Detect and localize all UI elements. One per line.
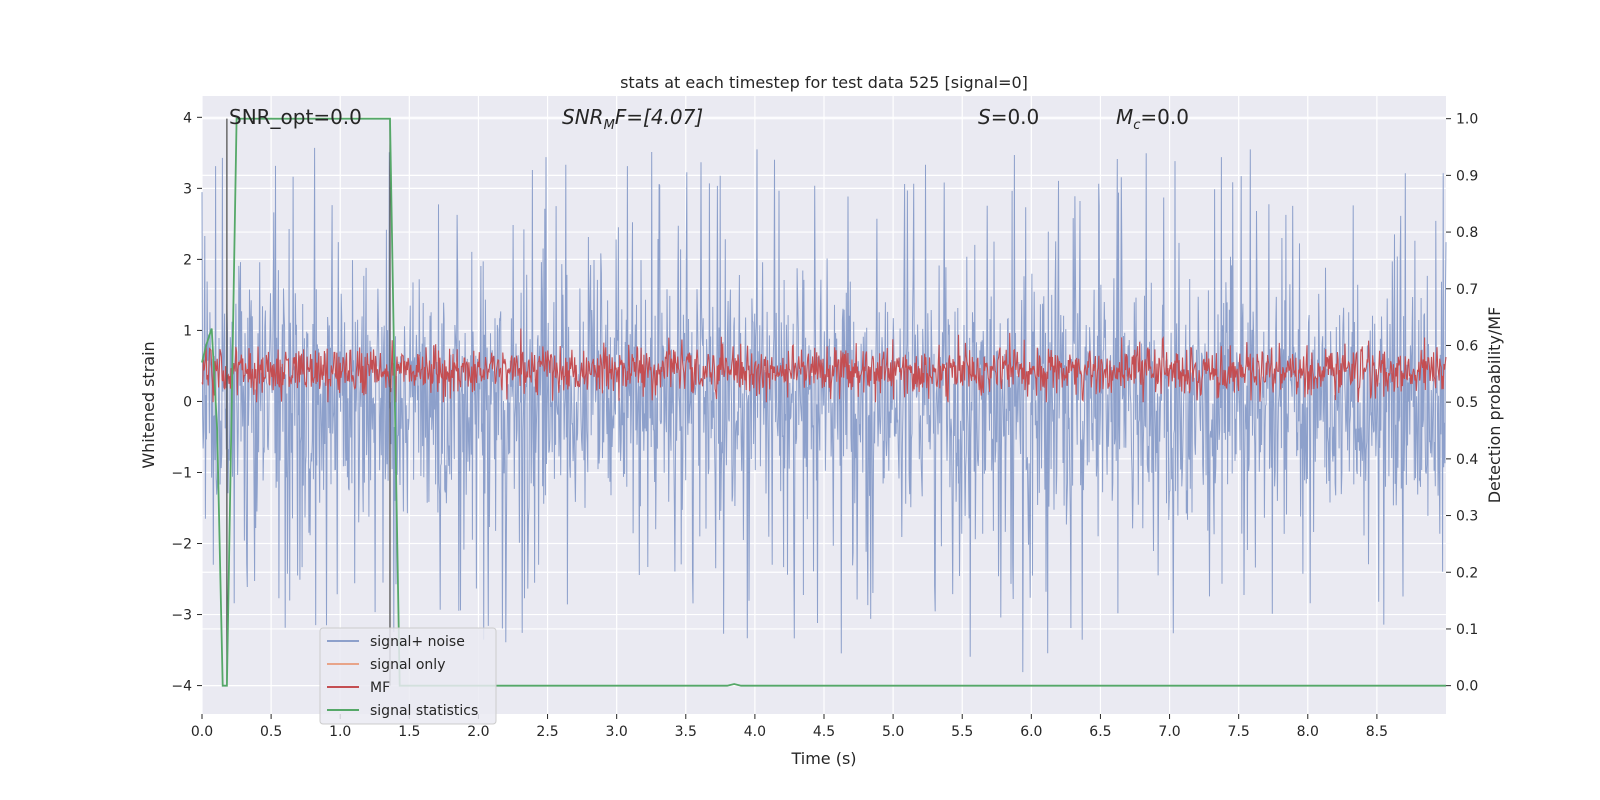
annotation-s-value: =0.0 (991, 105, 1040, 129)
signal-statistics-series (201, 117, 1446, 687)
marker-lines (226, 118, 391, 686)
annotation-s: S=0.0 (978, 105, 1039, 129)
y-tick-label-right: 0.8 (1456, 225, 1478, 241)
annotation-snr-mf: SNRMF=[4.07] (562, 105, 703, 133)
legend-label-mf: MF (370, 680, 390, 696)
y-tick-label-right: 0.4 (1456, 452, 1478, 468)
y-tick-label-right: 0.1 (1456, 622, 1478, 638)
x-tick-label: 3.5 (675, 724, 697, 740)
annotation-snr-mf-value: F=[4.07] (615, 105, 703, 129)
y-ticks-right: 1.0 0.9 0.8 0.7 0.6 0.5 0.4 0.3 0.2 0.1 0.0 (1446, 112, 1478, 695)
annotation-s-symbol: S (978, 105, 991, 129)
y-tick-label-left: −2 (171, 537, 192, 553)
x-tick-label: 6.0 (1020, 724, 1042, 740)
mf-series (201, 328, 1447, 403)
y-tick-label-right: 0.7 (1456, 282, 1478, 298)
y-tick-label-right: 0.3 (1456, 509, 1478, 525)
legend: signal+ noise signal only MF signal stat… (319, 627, 497, 725)
x-tick-label: 0.0 (191, 724, 213, 740)
annotation-mc-value: =0.0 (1140, 105, 1189, 129)
y-tick-label-left: −1 (171, 465, 192, 481)
chart-title: stats at each timestep for test data 525… (620, 73, 1028, 92)
y-tick-label-left: 0 (183, 394, 192, 410)
y-axis-label-left: Whitened strain (139, 341, 158, 468)
x-tick-label: 4.0 (744, 724, 766, 740)
x-tick-label: 5.5 (951, 724, 973, 740)
legend-label-signal-noise: signal+ noise (370, 634, 465, 650)
x-tick-label: 2.0 (467, 724, 489, 740)
legend-label-signal-statistics: signal statistics (370, 703, 478, 719)
y-axis-label-right: Detection probability/MF (1485, 307, 1504, 504)
x-tick-label: 8.0 (1297, 724, 1319, 740)
x-tick-label: 8.5 (1366, 724, 1388, 740)
y-tick-label-left: 3 (183, 181, 192, 197)
x-ticks: 0.0 0.5 1.0 1.5 2.0 2.5 3.0 3.5 4.0 4.5 5.0 5.5 6.0 6… (191, 714, 1388, 740)
y-tick-label-left: 1 (183, 323, 192, 339)
annotation-mc: Mc=0.0 (1116, 105, 1189, 133)
annotation-snr-opt: SNR_opt=0.0 (229, 105, 362, 129)
x-tick-label: 2.5 (536, 724, 558, 740)
x-tick-label: 1.0 (329, 724, 351, 740)
x-tick-label: 5.0 (882, 724, 904, 740)
annotation-mc-subscript: c (1133, 118, 1140, 133)
y-tick-label-left: 2 (183, 252, 192, 268)
legend-box (319, 627, 497, 725)
x-tick-label: 3.0 (606, 724, 628, 740)
series-signal-statistics-line (201, 117, 1446, 687)
y-tick-label-right: 0.2 (1456, 565, 1478, 581)
annotation-snr-mf-subscript: M (604, 118, 615, 133)
series-mf-line (201, 328, 1447, 403)
y-tick-label-right: 0.6 (1456, 338, 1478, 354)
x-tick-label: 4.5 (813, 724, 835, 740)
y-tick-label-right: 0.0 (1456, 679, 1478, 695)
annotation-mc-symbol: M (1116, 105, 1133, 129)
x-tick-label: 0.5 (260, 724, 282, 740)
x-tick-label: 6.5 (1089, 724, 1111, 740)
x-axis-label: Time (s) (790, 749, 856, 768)
legend-label-signal-only: signal only (370, 657, 445, 673)
y-tick-label-right: 0.5 (1456, 395, 1478, 411)
y-tick-label-right: 1.0 (1456, 112, 1478, 128)
y-ticks-left: 4 3 2 1 0 −1 −2 −3 −4 (171, 110, 202, 695)
x-tick-label: 1.5 (398, 724, 420, 740)
y-tick-label-left: −4 (171, 679, 192, 695)
x-tick-label: 7.0 (1158, 724, 1180, 740)
y-tick-label-left: 4 (183, 110, 192, 126)
annotation-snr-mf-symbol: SNR (562, 105, 604, 129)
y-tick-label-right: 0.9 (1456, 168, 1478, 184)
y-tick-label-left: −3 (171, 608, 192, 624)
x-tick-label: 7.5 (1228, 724, 1250, 740)
